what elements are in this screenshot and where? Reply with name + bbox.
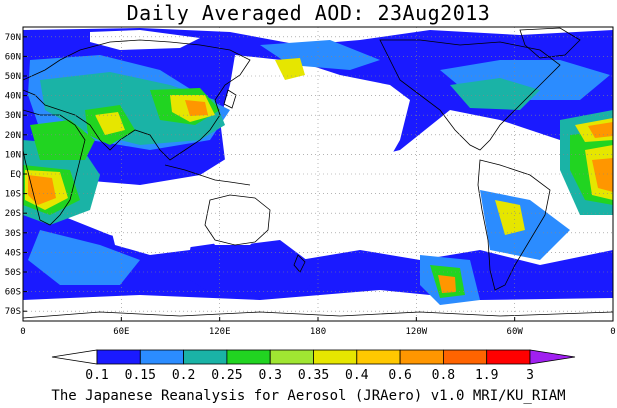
- coast-indonesia: [164, 164, 251, 186]
- colorbar-swatch-0.4: [356, 349, 401, 365]
- lat-label-eq: EQ: [10, 170, 21, 180]
- colorbar-label-0.8: 0.8: [432, 368, 455, 383]
- aod-clear-south-indian: [110, 215, 195, 255]
- coast-greenland: [519, 27, 581, 59]
- lat-label-30n: 30N: [5, 111, 21, 121]
- map-grid: [23, 27, 613, 321]
- lat-label-20s: 20S: [5, 209, 21, 219]
- lat-label-60n: 60N: [5, 52, 21, 62]
- lon-label-0: 0: [610, 327, 615, 337]
- coastlines: [22, 27, 614, 319]
- aod-core-china-orange: [185, 100, 208, 116]
- coast-antarctica: [22, 311, 614, 319]
- colorbar-swatch-0.6: [399, 349, 444, 365]
- colorbar-swatch-1.9: [486, 349, 531, 365]
- colorbar-swatch-0.3: [269, 349, 314, 365]
- colorbar-label-0.35: 0.35: [298, 368, 329, 383]
- lat-label-60s: 60S: [5, 288, 21, 298]
- aod-core-natl-orange: [588, 122, 613, 138]
- colorbar-label-0.1: 0.1: [85, 368, 108, 383]
- lat-label-50s: 50S: [5, 268, 21, 278]
- lon-label-120w: 120W: [405, 327, 427, 337]
- aod-core-sam: [495, 200, 525, 235]
- aod-core-eatl-orange: [592, 158, 613, 192]
- lat-label-10s: 10S: [5, 190, 21, 200]
- credit-line: The Japanese Reanalysis for Aerosol (JRA…: [51, 388, 566, 404]
- longitude-labels: 0 60E 120E 180 120W 60W 0: [20, 317, 616, 337]
- colorbar-label-0.2: 0.2: [172, 368, 195, 383]
- aod-region-lightblue-s: [28, 230, 140, 285]
- aod-region-teal-us: [450, 78, 540, 110]
- colorbar-label-0.6: 0.6: [388, 368, 411, 383]
- lat-label-70n: 70N: [5, 33, 21, 43]
- aod-region-south-pacific-blue: [190, 240, 320, 305]
- map-title: Daily Averaged AOD: 23Aug2013: [126, 1, 491, 25]
- lat-label-20n: 20N: [5, 131, 21, 141]
- aod-field: [23, 28, 613, 321]
- lat-label-30s: 30S: [5, 229, 21, 239]
- colorbar-swatch-0.35: [313, 349, 358, 365]
- coast-africa: [22, 109, 86, 226]
- lon-label-180: 180: [310, 327, 326, 337]
- lat-label-70s: 70S: [5, 307, 21, 317]
- map-area: [22, 26, 614, 322]
- colorbar-label-1.9: 1.9: [475, 368, 498, 383]
- coast-eurasia: [22, 39, 251, 161]
- lon-label-120e: 120E: [209, 327, 231, 337]
- colorbar-label-0.25: 0.25: [211, 368, 242, 383]
- lat-label-40n: 40N: [5, 92, 21, 102]
- colorbar-label-0.3: 0.3: [258, 368, 281, 383]
- colorbar-label-0.4: 0.4: [345, 368, 369, 383]
- aod-core-india: [95, 112, 125, 135]
- aod-map: 70N 60N 50N 40N 30N 20N 10N EQ 10S 20S 30S 40S 50S 60…: [5, 26, 616, 383]
- latitude-labels: 70N 60N 50N 40N 30N 20N 10N EQ 10S 20S 30S 40S 50S 60…: [5, 33, 27, 317]
- colorbar-swatch-0.25: [226, 349, 271, 365]
- lon-label-60e: 60E: [113, 327, 129, 337]
- aod-core-africa-orange: [28, 175, 56, 205]
- lon-label-60w: 60W: [507, 327, 524, 337]
- colorbar-swatch-0.15: [139, 349, 185, 365]
- coast-samerica: [477, 159, 551, 291]
- colorbar-label-0.15: 0.15: [125, 368, 156, 383]
- lat-label-40s: 40S: [5, 248, 21, 258]
- aod-clear-australia: [200, 195, 270, 245]
- aod-core-sp-orange: [438, 275, 456, 293]
- colorbar-low-triangle: [51, 349, 98, 365]
- colorbar-high-triangle: [529, 349, 576, 365]
- colorbar: [51, 349, 576, 365]
- coast-namerica: [379, 39, 561, 151]
- aod-clear-antarctic: [23, 290, 613, 321]
- coast-australia: [204, 194, 271, 246]
- colorbar-labels: 0.1 0.15 0.2 0.25 0.3 0.35 0.4 0.6 0.8 1.9 3: [85, 368, 534, 383]
- colorbar-swatch-0.2: [183, 349, 228, 365]
- lat-label-50n: 50N: [5, 72, 21, 82]
- colorbar-label-3: 3: [526, 368, 534, 383]
- lon-label-0: 0: [20, 327, 25, 337]
- colorbar-swatch-0.1: [96, 349, 141, 365]
- coast-japan: [223, 89, 237, 109]
- aod-core-siberia: [275, 58, 305, 80]
- colorbar-swatch-0.8: [442, 349, 488, 365]
- aod-clear-south-pacific: [310, 195, 470, 250]
- aod-clear-pacific: [220, 55, 410, 210]
- lat-label-10n: 10N: [5, 150, 21, 160]
